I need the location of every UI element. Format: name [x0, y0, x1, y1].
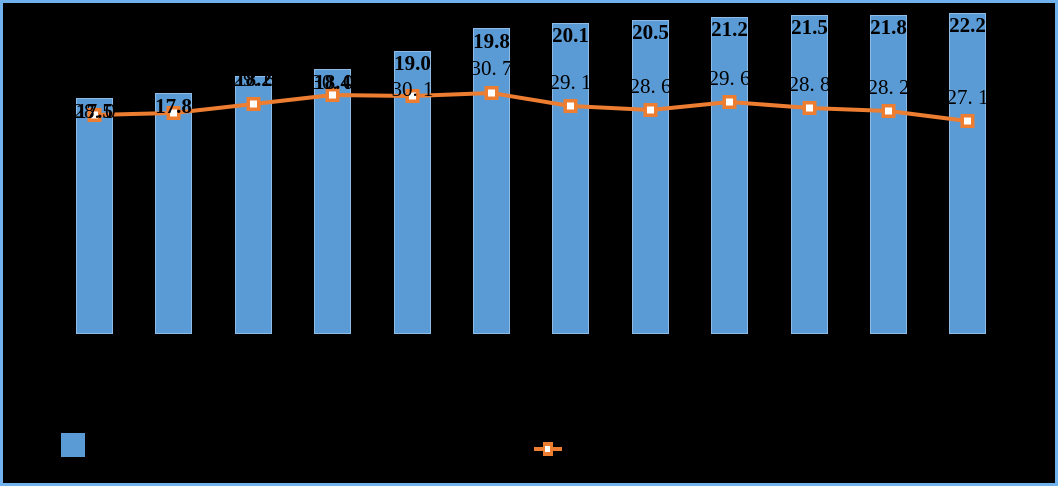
line-data-label: 29. 6 — [708, 66, 751, 90]
bar[interactable] — [473, 28, 510, 334]
bar[interactable] — [870, 15, 907, 334]
bar[interactable] — [711, 17, 748, 334]
bar-data-label: 18.4 — [314, 70, 351, 94]
bar-data-label: 17.5 — [76, 99, 113, 123]
bar-data-label: 21.8 — [870, 15, 907, 39]
legend-item-line-series[interactable] — [534, 434, 570, 464]
line-data-label: 28. 2 — [867, 75, 910, 99]
bar-data-label: 20.5 — [632, 20, 669, 44]
line-data-label: 28. 0 — [73, 99, 116, 123]
line-series-path — [92, 91, 970, 123]
line-data-label: 28. 8 — [788, 72, 831, 96]
bar[interactable] — [552, 23, 589, 334]
bar[interactable] — [76, 98, 113, 334]
bar[interactable] — [155, 93, 192, 334]
legend-bar-swatch-icon — [61, 433, 85, 457]
line-data-label: 29. 1 — [549, 70, 592, 94]
legend-line-marker-icon — [534, 442, 562, 456]
bar-data-label: 18.2 — [235, 67, 272, 91]
bar-data-label: 21.2 — [711, 17, 748, 41]
line-data-label: 30. 7 — [470, 56, 513, 80]
bar[interactable] — [791, 15, 828, 334]
plot-area: 17.5 17.8 18.2 18.4 19.0 19.8 20.1 20.5 21.2 21.5… — [3, 3, 1055, 483]
bar[interactable] — [314, 69, 351, 334]
line-data-label: 28. 6 — [629, 74, 672, 98]
line-data-label: 30. 1 — [391, 77, 434, 101]
bar[interactable] — [235, 76, 272, 334]
line-data-label: 30. 0 — [311, 70, 354, 94]
bar-data-label: 22.2 — [949, 13, 986, 37]
line-data-label: 27. 1 — [946, 85, 989, 109]
bar-data-label: 19.8 — [473, 29, 510, 53]
bar-data-label: 20.1 — [552, 23, 589, 47]
chart-legend — [3, 418, 1055, 463]
bar-data-label: 17.8 — [155, 94, 192, 118]
bar[interactable] — [949, 13, 986, 334]
legend-item-bar-series[interactable] — [61, 430, 93, 460]
line-data-label: 29. 6 — [232, 67, 275, 91]
bar-data-label: 19.0 — [394, 51, 431, 75]
bar[interactable] — [632, 20, 669, 334]
bar-data-label: 21.5 — [791, 15, 828, 39]
line-data-label: 28. 3 — [152, 74, 195, 98]
